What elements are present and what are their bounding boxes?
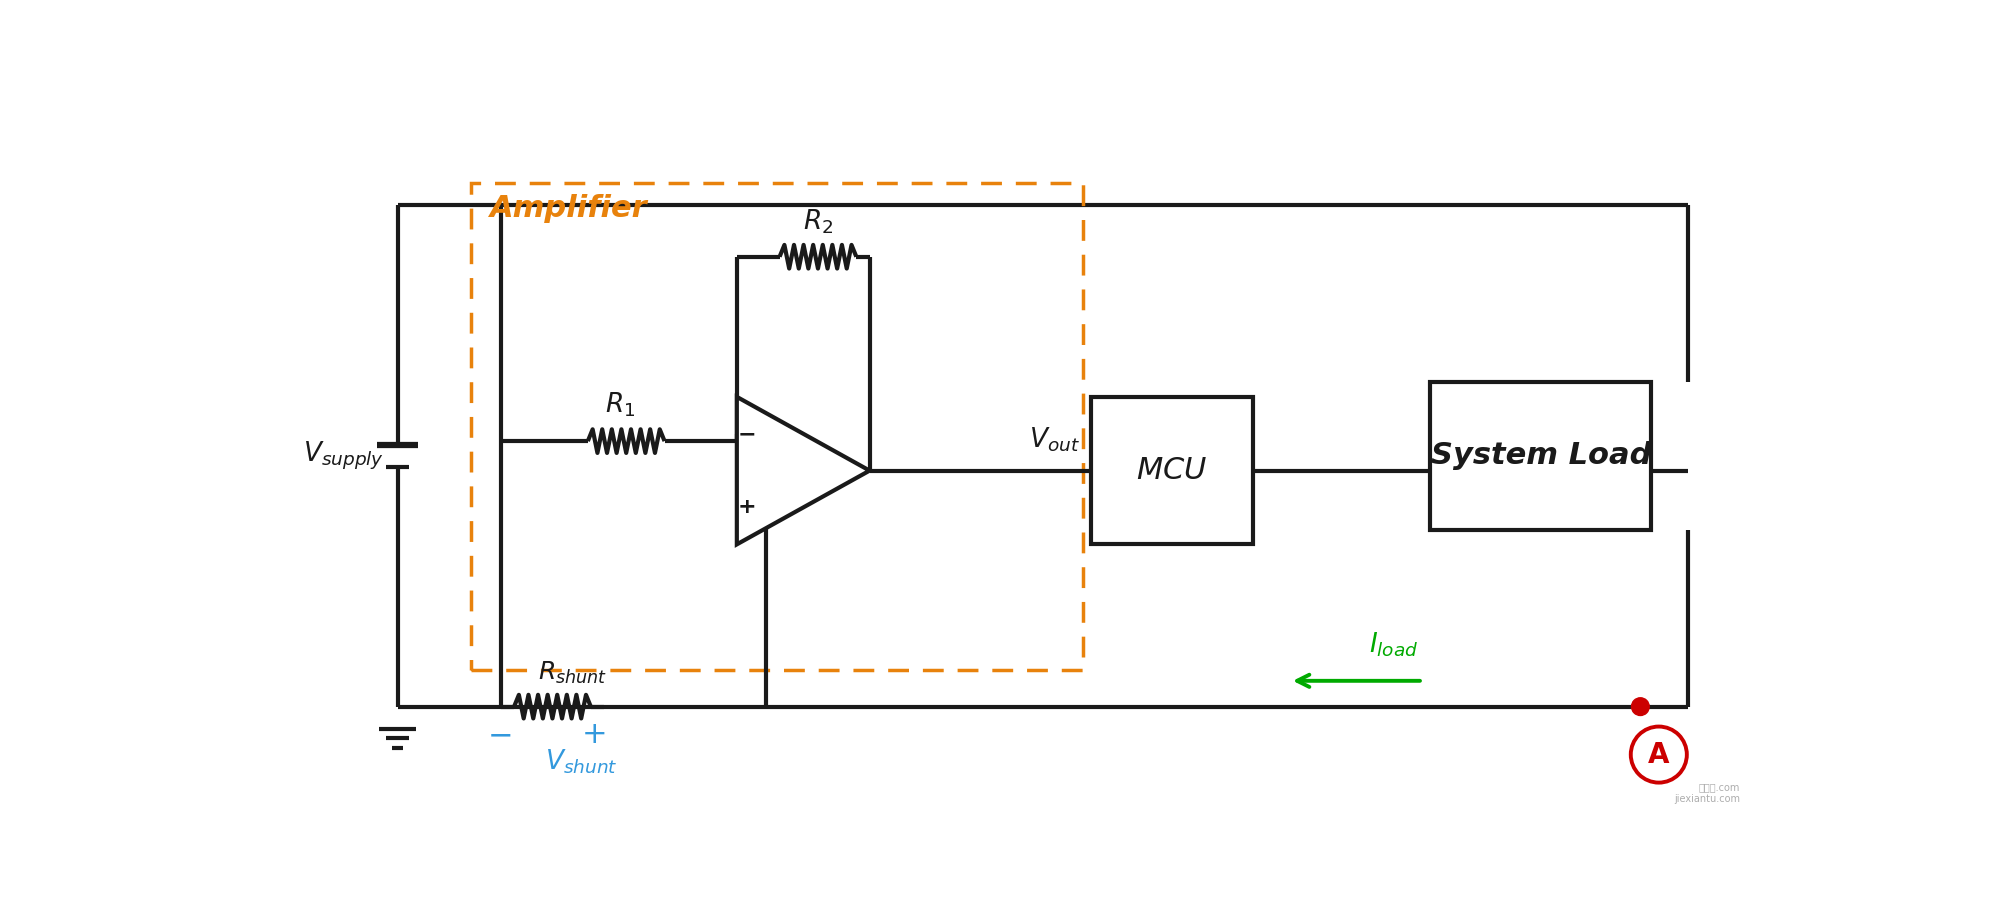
Text: System Load: System Load [1431,441,1650,470]
Text: $-$: $-$ [488,720,511,749]
Text: $\mathit{R}_{\mathit{1}}$: $\mathit{R}_{\mathit{1}}$ [605,390,635,419]
Text: $\mathit{R}_{\mathit{shunt}}$: $\mathit{R}_{\mathit{shunt}}$ [537,660,607,686]
Text: $\mathbf{A}$: $\mathbf{A}$ [1646,741,1670,769]
Bar [1091,397,1253,544]
Text: $\mathbf{+}$: $\mathbf{+}$ [737,498,755,518]
Text: $\mathit{V}_{\mathit{supply}}$: $\mathit{V}_{\mathit{supply}}$ [304,440,384,472]
Circle shape [1630,698,1648,715]
Text: $+$: $+$ [581,720,605,749]
Bar [472,183,1083,670]
Polygon shape [737,397,869,544]
Text: $\mathit{R}_{\mathit{2}}$: $\mathit{R}_{\mathit{2}}$ [803,207,833,236]
Text: $\mathit{MCU}$: $\mathit{MCU}$ [1135,456,1207,485]
Text: $\mathit{V}_{\mathit{out}}$: $\mathit{V}_{\mathit{out}}$ [1029,426,1079,454]
Text: Amplifier: Amplifier [490,194,647,223]
Text: 接线图.com
jiexiantu.com: 接线图.com jiexiantu.com [1672,783,1738,804]
Text: $\mathbf{-}$: $\mathbf{-}$ [737,424,755,444]
Text: $\mathit{V}_{\mathit{shunt}}$: $\mathit{V}_{\mathit{shunt}}$ [545,747,617,775]
Bar [1429,382,1650,530]
Text: $\mathit{I}_{\mathit{load}}$: $\mathit{I}_{\mathit{load}}$ [1369,631,1417,659]
